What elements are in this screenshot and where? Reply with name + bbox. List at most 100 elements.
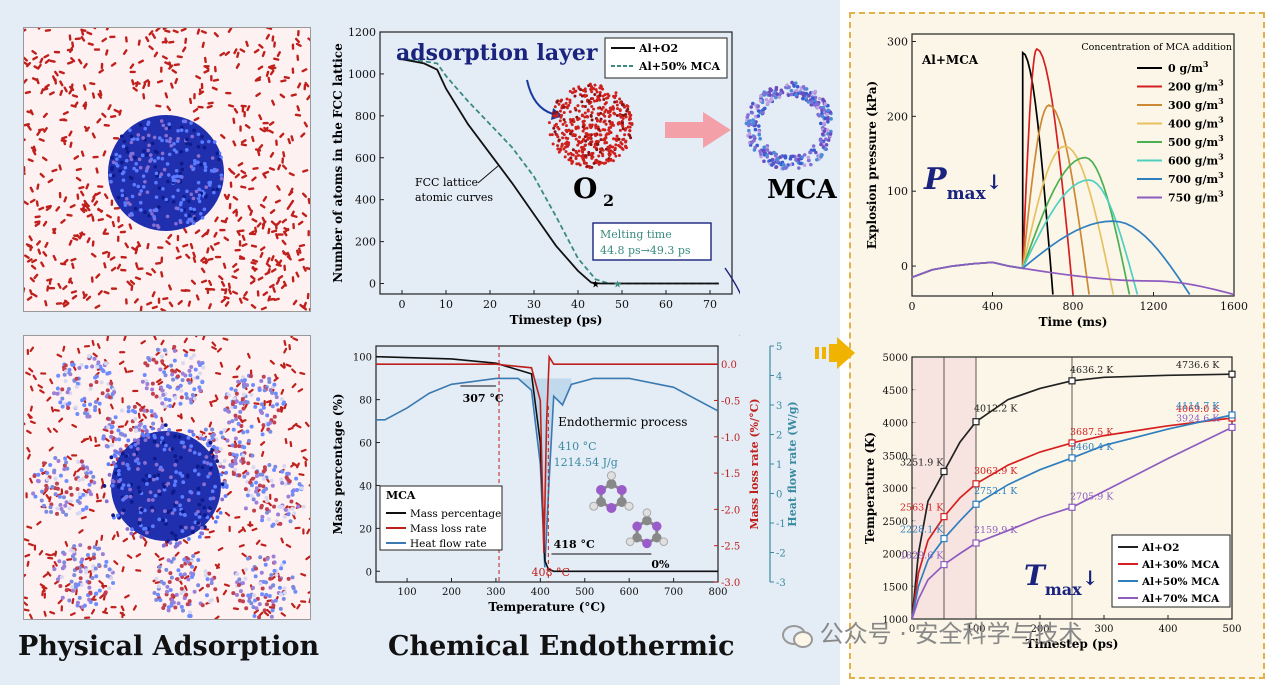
- data-marker: [972, 480, 980, 488]
- data-marker: [940, 534, 948, 543]
- temperature-chart: 0 100 200 300 400 500 1000 1500 2000 2500 3000 3500…: [862, 345, 1257, 655]
- legend-label: Mass loss rate: [410, 523, 487, 535]
- data-marker: [1228, 423, 1236, 432]
- x-tick-label: 0: [909, 300, 916, 313]
- legend-superscript: 3: [1218, 115, 1224, 125]
- x-tick-label: 700: [664, 587, 683, 598]
- y2-axis-label: Mass loss rate (%/°C): [748, 398, 761, 529]
- series-line-Al-50--MCA: [911, 414, 1233, 620]
- x-axis-label: Time (ms): [1039, 315, 1108, 329]
- data-marker: [1068, 377, 1076, 385]
- explosion-pressure-chart: 0 400 800 1200 1600 0 100 200 300 Time (ms) Explos…: [862, 22, 1257, 340]
- series-line-700-g-m3: [911, 220, 1191, 295]
- watermark: 公众号 · 安全科学与技术: [782, 614, 1083, 649]
- endothermic-area: [495, 378, 572, 568]
- y2-tick-label: -2.5: [721, 542, 740, 553]
- y3-tick-label: -1: [776, 519, 786, 530]
- legend-label: 400 g/m3: [1168, 115, 1224, 131]
- y-tick-label: 20: [359, 524, 372, 535]
- series-line-mass-percentage: [375, 355, 718, 573]
- data-label: 2705.9 K: [1070, 491, 1114, 502]
- legend-label: Al+O2: [1141, 542, 1179, 554]
- data-marker: [972, 539, 980, 547]
- data-marker: [940, 561, 948, 569]
- y-tick-label: 1000: [348, 68, 376, 81]
- curve-annotation-arrow: [477, 165, 499, 184]
- data-label: 3687.5 K: [1070, 427, 1114, 438]
- annotation-410: 410 °C: [558, 440, 596, 453]
- data-marker: [1228, 411, 1236, 419]
- legend-box: [379, 485, 503, 551]
- y-tick-label: 2500: [883, 517, 908, 528]
- o2-label: O: [573, 172, 597, 205]
- mca-cloud-simulation: [24, 336, 310, 619]
- legend-box: [604, 37, 728, 79]
- y3-tick-label: 5: [776, 342, 782, 353]
- x-tick-label: 400: [982, 300, 1003, 313]
- legend-label-al-50-mca: Al+50% MCA: [638, 60, 720, 73]
- legend-superscript: 3: [1218, 133, 1224, 143]
- x-tick-label: 0: [399, 298, 406, 311]
- pmax-arrow: ↓: [986, 170, 1003, 194]
- physical-adsorption-label: Physical Adsorption: [18, 631, 320, 662]
- x-axis-label: Timestep (ps): [510, 313, 603, 327]
- mca-clusters: [31, 344, 306, 619]
- y-tick-label: 3500: [883, 451, 908, 462]
- y-tick-label: 60: [359, 439, 372, 450]
- adsorption-layer-label: adsorption layer: [396, 40, 598, 66]
- connector-arrow: [724, 267, 748, 337]
- curve-annotation-1: FCC lattice: [415, 176, 478, 189]
- x-axis-label: Timestep (ps): [1026, 637, 1119, 651]
- legend-superscript: 3: [1218, 189, 1224, 199]
- x-tick-label: 400: [1158, 624, 1177, 635]
- y-axis-label: Explosion pressure (kPa): [865, 81, 879, 249]
- y3-tick-label: 4: [776, 372, 782, 383]
- pink-arrow-icon: [665, 112, 731, 148]
- x-tick-label: 500: [1222, 624, 1241, 635]
- y3-tick-label: 0: [776, 490, 782, 501]
- legend-title: Concentration of MCA addition: [1081, 42, 1232, 53]
- y2-tick-label: -1.5: [721, 469, 740, 480]
- legend-title: MCA: [386, 489, 416, 502]
- series-line-al-50-mca: [401, 58, 719, 285]
- legend-superscript: 3: [1218, 96, 1224, 106]
- series-line-750-g-m3: [911, 261, 1235, 296]
- data-marker: [1068, 454, 1076, 462]
- y-tick-label: 600: [355, 152, 376, 165]
- x-tick-label: 100: [966, 624, 985, 635]
- mca-molecule-icon: [589, 471, 634, 513]
- chart-title: Al+MCA: [921, 53, 979, 67]
- legend-superscript: 3: [1203, 59, 1209, 69]
- x-tick-label: 400: [531, 587, 550, 598]
- x-tick-label: 10: [439, 298, 453, 311]
- y-tick-label: 100: [887, 185, 908, 198]
- marker-al-o2: ★: [591, 280, 600, 291]
- legend-label: 200 g/m3: [1168, 78, 1224, 94]
- x-tick-label: 800: [708, 587, 727, 598]
- legend-label: Al+70% MCA: [1141, 593, 1220, 605]
- y-tick-label: 4500: [883, 386, 908, 397]
- aluminum-atoms: [102, 423, 229, 549]
- tmax-subscript: max: [1045, 580, 1082, 599]
- plot-frame: [379, 31, 733, 295]
- annotation-zero: 0%: [651, 558, 670, 571]
- x-tick-label: 600: [620, 587, 639, 598]
- series-line-300-g-m3: [911, 104, 1090, 295]
- legend-label: Al+30% MCA: [1141, 559, 1220, 571]
- annotation-heat: 1214.54 J/g: [554, 456, 618, 469]
- data-marker: [1068, 503, 1076, 511]
- y3-tick-label: 1: [776, 460, 782, 471]
- curve-annotation-2: atomic curves: [415, 191, 493, 204]
- curved-arrow: [526, 79, 554, 115]
- y-tick-label: 200: [887, 110, 908, 123]
- data-label: 2752.1 K: [974, 486, 1018, 497]
- x-tick-label: 300: [486, 587, 505, 598]
- x-tick-label: 200: [1030, 624, 1049, 635]
- x-tick-label: 200: [442, 587, 461, 598]
- x-tick-label: 500: [575, 587, 594, 598]
- legend-label: Al+50% MCA: [1141, 576, 1220, 588]
- x-axis-label: Temperature (°C): [488, 600, 605, 614]
- data-label: 2563.1 K: [900, 503, 944, 514]
- data-label: 2228.1 K: [900, 525, 944, 536]
- legend-label: 600 g/m3: [1168, 152, 1224, 168]
